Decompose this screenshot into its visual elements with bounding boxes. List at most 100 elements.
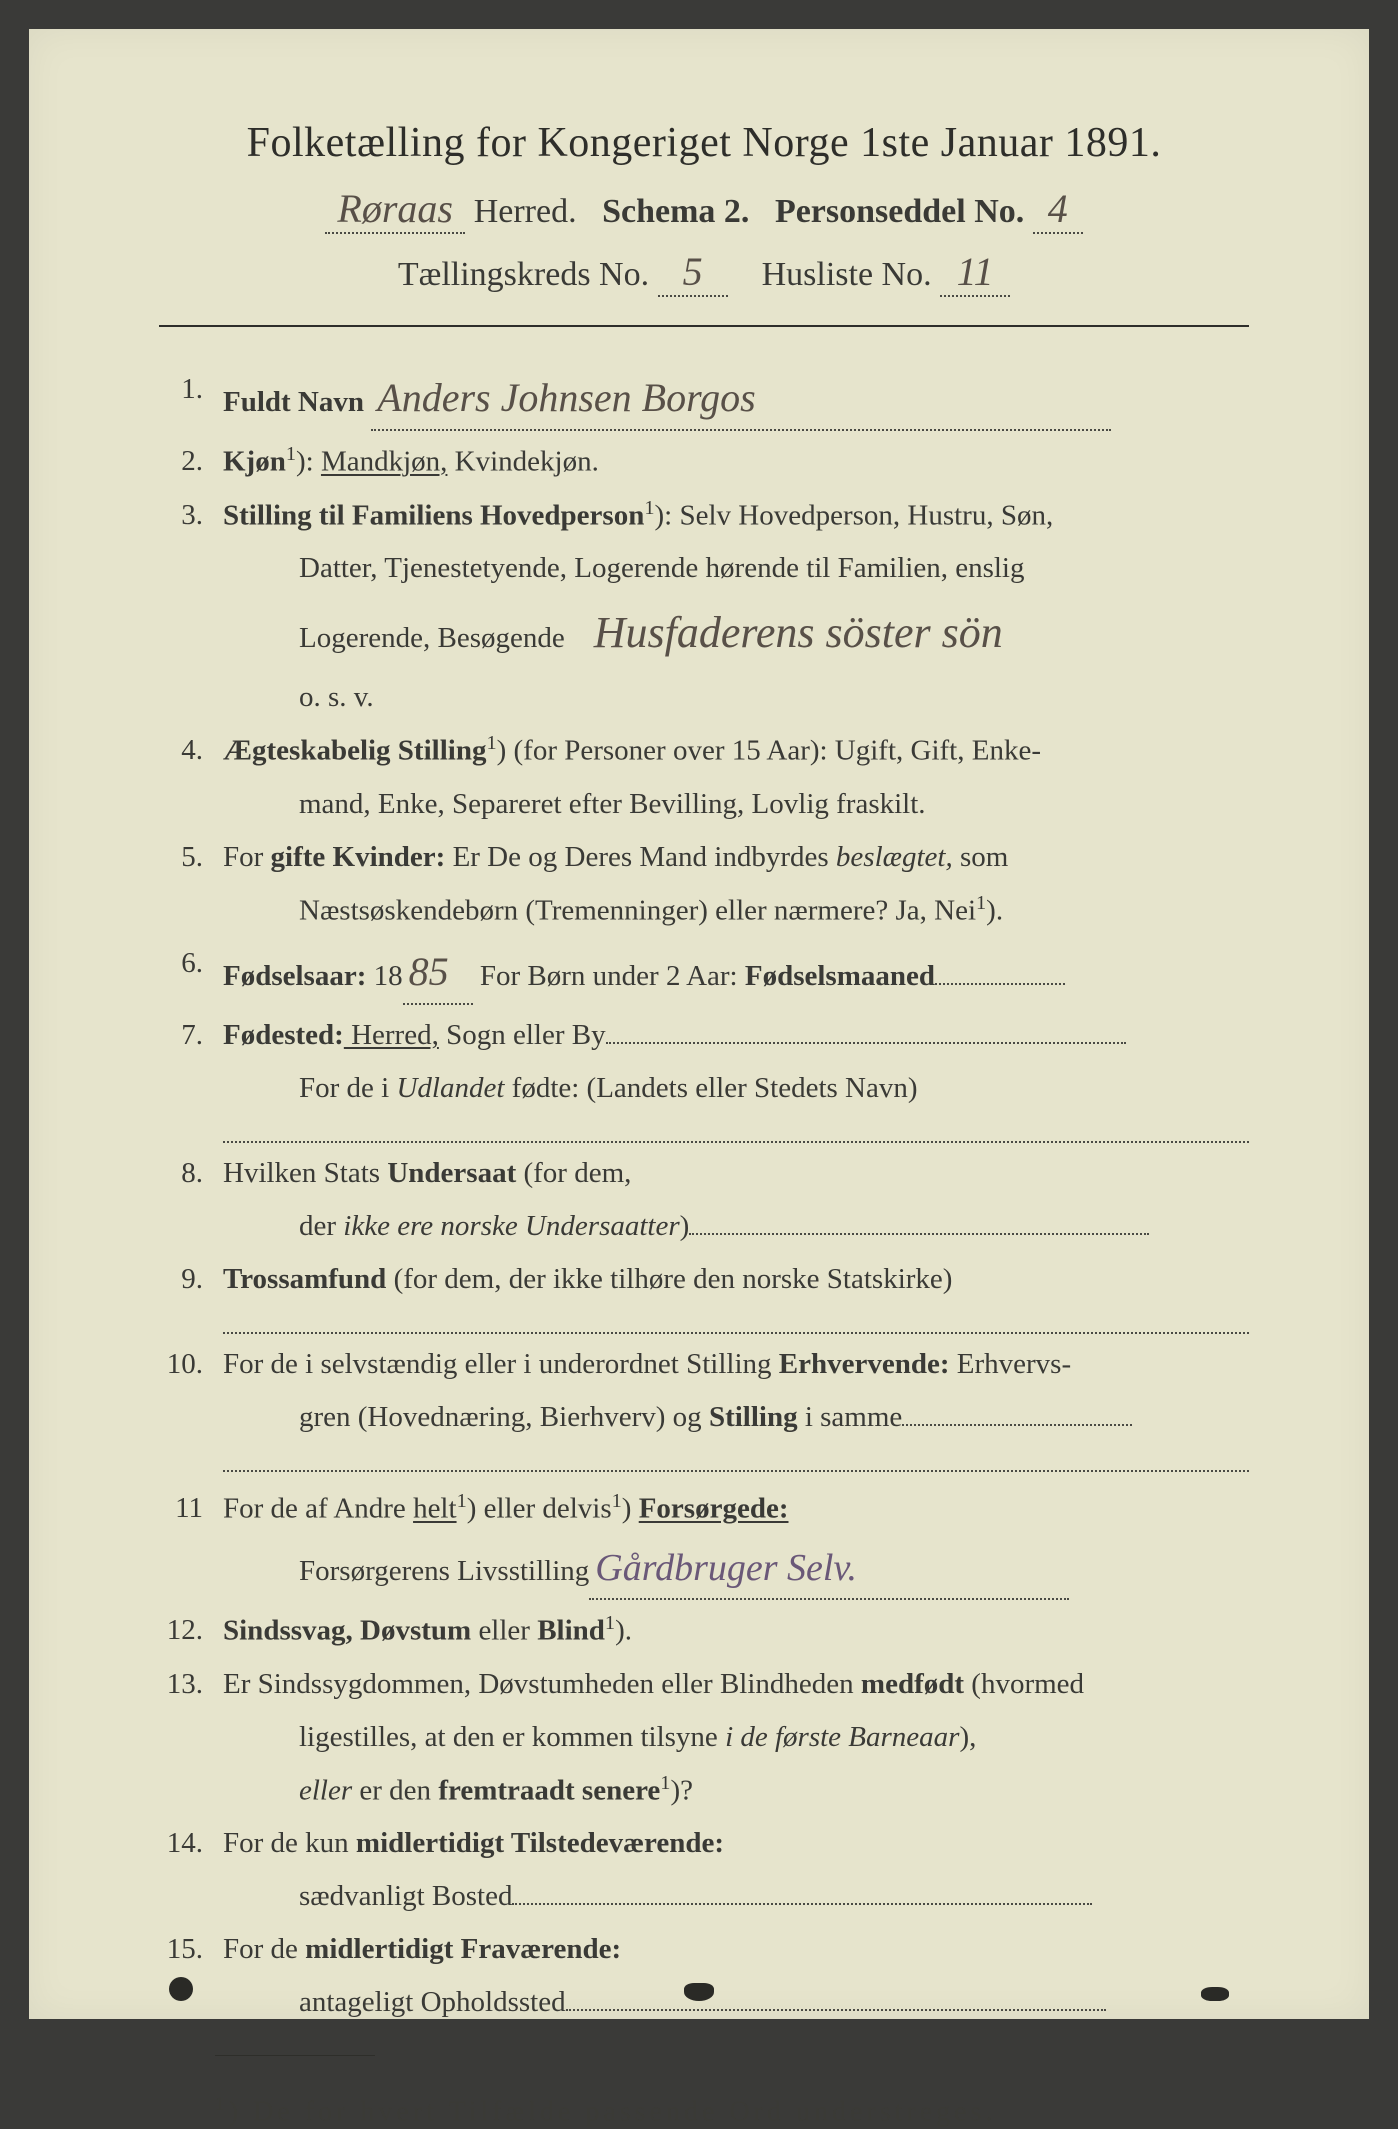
q7-line2-italic: Udlandet [396, 1072, 504, 1104]
q6-label-a: Fødselsaar: [223, 960, 374, 992]
q1-name-value: Anders Johnsen Borgos [377, 375, 755, 420]
q10-line2c: i samme [798, 1401, 903, 1433]
q3-line2: Datter, Tjenestetyende, Logerende hørend… [159, 546, 1249, 591]
q11-helt: helt [413, 1493, 457, 1525]
question-3: 3. Stilling til Familiens Hovedperson1):… [159, 493, 1249, 539]
q9-num: 9. [159, 1257, 223, 1302]
q14-line1b: midlertidigt Tilstedeværende: [356, 1827, 724, 1859]
q3-body: Stilling til Familiens Hovedperson1): Se… [223, 493, 1249, 539]
q4-num: 4. [159, 728, 223, 774]
q4-sup: 1 [486, 732, 496, 754]
q14-line1a: For de kun [223, 1827, 356, 1859]
q10-body: For de i selvstændig eller i underordnet… [223, 1342, 1249, 1387]
q3-line1b: ): Selv Hovedperson, Hustru, Søn, [654, 499, 1053, 531]
q7-label-b: Sogn eller By [439, 1019, 606, 1051]
q10-line1c: Erhvervs- [950, 1348, 1072, 1380]
herred-value: Røraas [337, 186, 453, 231]
question-15: 15. For de midlertidigt Fraværende: [159, 1927, 1249, 1972]
q7-num: 7. [159, 1013, 223, 1058]
question-9: 9. Trossamfund (for dem, der ikke tilhør… [159, 1257, 1249, 1302]
q12-num: 12. [159, 1608, 223, 1654]
q5-line1d: beslægtet, [836, 841, 953, 873]
header-divider [159, 325, 1249, 327]
q3-handwritten: Husfaderens söster sön [594, 608, 1003, 657]
q10-line2-row: gren (Hovednæring, Bierhverv) og Stillin… [159, 1395, 1249, 1440]
q11-line2a: Forsørgerens Livsstilling [299, 1555, 589, 1587]
q9-line1b: (for dem, der ikke tilhøre den norske St… [386, 1263, 952, 1295]
question-6: 6. Fødselsaar: 1885 For Børn under 2 Aar… [159, 941, 1249, 1005]
q6-year-prefix: 18 [374, 960, 403, 992]
q15-line1a: For de [223, 1933, 305, 1965]
q12-line1b: eller [471, 1615, 537, 1647]
q11-num: 11 [159, 1486, 223, 1532]
schema-label: Schema 2. [602, 193, 749, 230]
q13-line3a: er den [352, 1774, 438, 1806]
q11-livsstilling-field: Gårdbruger Selv. [589, 1539, 1069, 1600]
q10-blank-line [223, 1448, 1249, 1472]
q15-field [566, 2009, 1106, 2011]
binding-hole-icon [684, 1983, 714, 2001]
q8-field [689, 1233, 1149, 1235]
q13-line2b: ), [959, 1721, 976, 1753]
q2-num: 2. [159, 439, 223, 485]
q10-line2a: gren (Hovednæring, Bierhverv) og [299, 1401, 709, 1433]
q8-line2b: ) [680, 1210, 690, 1242]
q8-line2-row: der ikke ere norske Undersaatter) [159, 1204, 1249, 1249]
footnote-text: ) De for hvert Tilfælde passende Ord und… [229, 2097, 997, 2128]
personseddel-label: Personseddel No. [775, 193, 1024, 230]
q12-body: Sindssvag, Døvstum eller Blind1). [223, 1608, 1249, 1654]
q5-line2b: ). [986, 894, 1003, 926]
question-8: 8. Hvilken Stats Undersaat (for dem, [159, 1151, 1249, 1196]
question-14: 14. For de kun midlertidigt Tilstedevære… [159, 1821, 1249, 1866]
q1-label: Fuldt Navn [223, 386, 364, 418]
q8-line1c: (for dem, [516, 1157, 631, 1189]
q6-year-field: 85 [403, 941, 473, 1005]
q13-line1c: (hvormed [964, 1668, 1084, 1700]
q15-line1b: midlertidigt Fraværende: [305, 1933, 621, 1965]
q11-handwritten: Gårdbruger Selv. [595, 1547, 857, 1589]
q1-name-field: Anders Johnsen Borgos [371, 367, 1111, 431]
q2-opt-kvindekjon: Kvindekjøn. [447, 446, 598, 478]
q2-opt-mandkjon: Mandkjøn, [321, 446, 447, 478]
husliste-field: 11 [940, 248, 1010, 297]
q13-line3-row: eller er den fremtraadt senere1)? [159, 1768, 1249, 1814]
q4-body: Ægteskabelig Stilling1) (for Personer ov… [223, 728, 1249, 774]
q11-line1c: ) [622, 1493, 639, 1525]
q8-line2-italic: ikke ere norske Undersaatter [343, 1210, 679, 1242]
q5-line1b: gifte Kvinder: [271, 841, 446, 873]
q7-line2a: For de i [299, 1072, 396, 1104]
q13-line2a: ligestilles, at den er kommen tilsyne [299, 1721, 725, 1753]
form-header-line3: Tællingskreds No. 5 Husliste No. 11 [159, 248, 1249, 297]
personseddel-value: 4 [1048, 186, 1068, 231]
q11-line1a: For de af Andre [223, 1493, 413, 1525]
q3-num: 3. [159, 493, 223, 539]
q5-body: For gifte Kvinder: Er De og Deres Mand i… [223, 835, 1249, 880]
q3-sup: 1 [644, 497, 654, 519]
herred-field: Røraas [325, 185, 465, 234]
q11-sup2: 1 [612, 1490, 622, 1512]
q7-body: Fødested: Herred, Sogn eller By [223, 1013, 1249, 1058]
q11-body: For de af Andre helt1) eller delvis1) Fo… [223, 1486, 1249, 1532]
q7-line2-row: For de i Udlandet fødte: (Landets eller … [159, 1066, 1249, 1111]
q5-sup: 1 [976, 892, 986, 914]
q7-label-a: Fødested: [223, 1019, 344, 1051]
q11-sup1: 1 [457, 1490, 467, 1512]
q8-line2a: der [299, 1210, 343, 1242]
q4-line1a: Ægteskabelig Stilling [223, 735, 486, 767]
q10-line1a: For de i selvstændig eller i underordnet… [223, 1348, 779, 1380]
taellingskreds-field: 5 [658, 248, 728, 297]
q7-line2b: fødte: (Landets eller Stedets Navn) [504, 1072, 917, 1104]
q10-line2b: Stilling [709, 1401, 798, 1433]
q13-line3c: )? [670, 1774, 693, 1806]
question-11: 11 For de af Andre helt1) eller delvis1)… [159, 1486, 1249, 1532]
q14-num: 14. [159, 1821, 223, 1866]
q13-line1a: Er Sindssygdommen, Døvstumheden eller Bl… [223, 1668, 861, 1700]
q7-herred-opt: Herred, [344, 1019, 439, 1051]
question-1: 1. Fuldt Navn Anders Johnsen Borgos [159, 367, 1249, 431]
q10-line1b: Erhvervende: [779, 1348, 950, 1380]
question-10: 10. For de i selvstændig eller i underor… [159, 1342, 1249, 1387]
question-4: 4. Ægteskabelig Stilling1) (for Personer… [159, 728, 1249, 774]
q8-line1a: Hvilken Stats [223, 1157, 387, 1189]
q2-labelb: ): [296, 446, 321, 478]
personseddel-field: 4 [1033, 185, 1083, 234]
